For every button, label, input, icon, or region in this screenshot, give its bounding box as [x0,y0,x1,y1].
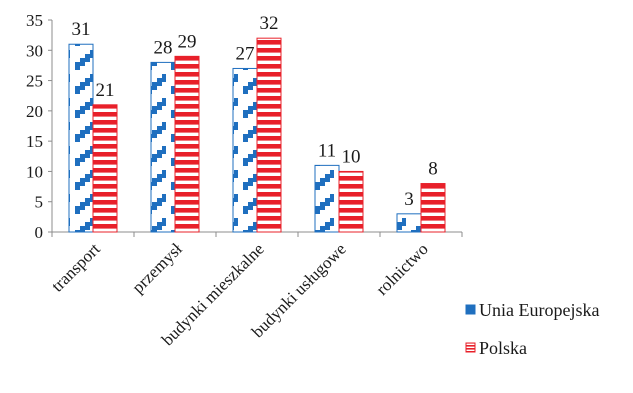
y-tick-label: 35 [26,11,43,30]
y-tick-label: 10 [26,162,43,181]
bar-unia-europejska-budynki-usługowe [314,164,340,233]
legend-item-polska: Polska [465,338,527,358]
legend-label-polska: Polska [479,338,527,358]
bar-polska-przemysł [174,55,200,233]
bar-polska-transport [92,104,118,233]
category-label-rolnictwo: rolnictwo [372,239,432,299]
data-label-unia-europejska-rolnictwo: 3 [404,189,414,210]
bar-unia-europejska-transport [68,43,94,233]
data-label-polska-budynki-usługowe: 10 [342,146,361,167]
bar-unia-europejska-budynki-mieszkalne [232,67,258,233]
y-tick-label: 30 [26,41,43,60]
data-label-polska-transport: 21 [96,80,115,101]
y-tick-label: 20 [26,102,43,121]
data-label-polska-przemysł: 29 [178,31,197,52]
bar-polska-budynki-mieszkalne [256,37,282,233]
data-label-polska-budynki-mieszkalne: 32 [260,13,279,34]
legend-swatch-unia-europejska [465,304,476,315]
bar-series [68,37,446,233]
y-axis: 0 5 10 15 20 25 30 35 [26,11,53,242]
legend-swatch-polska [465,342,476,353]
y-tick-label: 5 [35,193,44,212]
data-label-unia-europejska-przemysł: 28 [154,37,173,58]
category-label-transport: transport [48,239,104,295]
legend-label-unia-europejska: Unia Europejska [479,300,599,320]
data-label-unia-europejska-budynki-mieszkalne: 27 [236,43,255,64]
y-tick-label: 15 [26,132,43,151]
y-tick-label: 25 [26,72,43,91]
data-label-unia-europejska-budynki-usługowe: 11 [318,140,336,161]
bar-unia-europejska-przemysł [150,61,176,233]
x-axis [51,231,463,237]
legend-item-unia-europejska: Unia Europejska [465,300,599,320]
category-label-przemysł: przemysł [128,239,186,297]
bar-polska-rolnictwo [420,183,446,233]
y-tick-label: 0 [35,223,44,242]
data-label-unia-europejska-transport: 31 [72,19,91,40]
data-label-polska-rolnictwo: 8 [428,159,438,180]
bar-unia-europejska-rolnictwo [396,213,422,233]
legend: Unia Europejska Polska [465,300,599,358]
bar-polska-budynki-usługowe [338,170,364,233]
